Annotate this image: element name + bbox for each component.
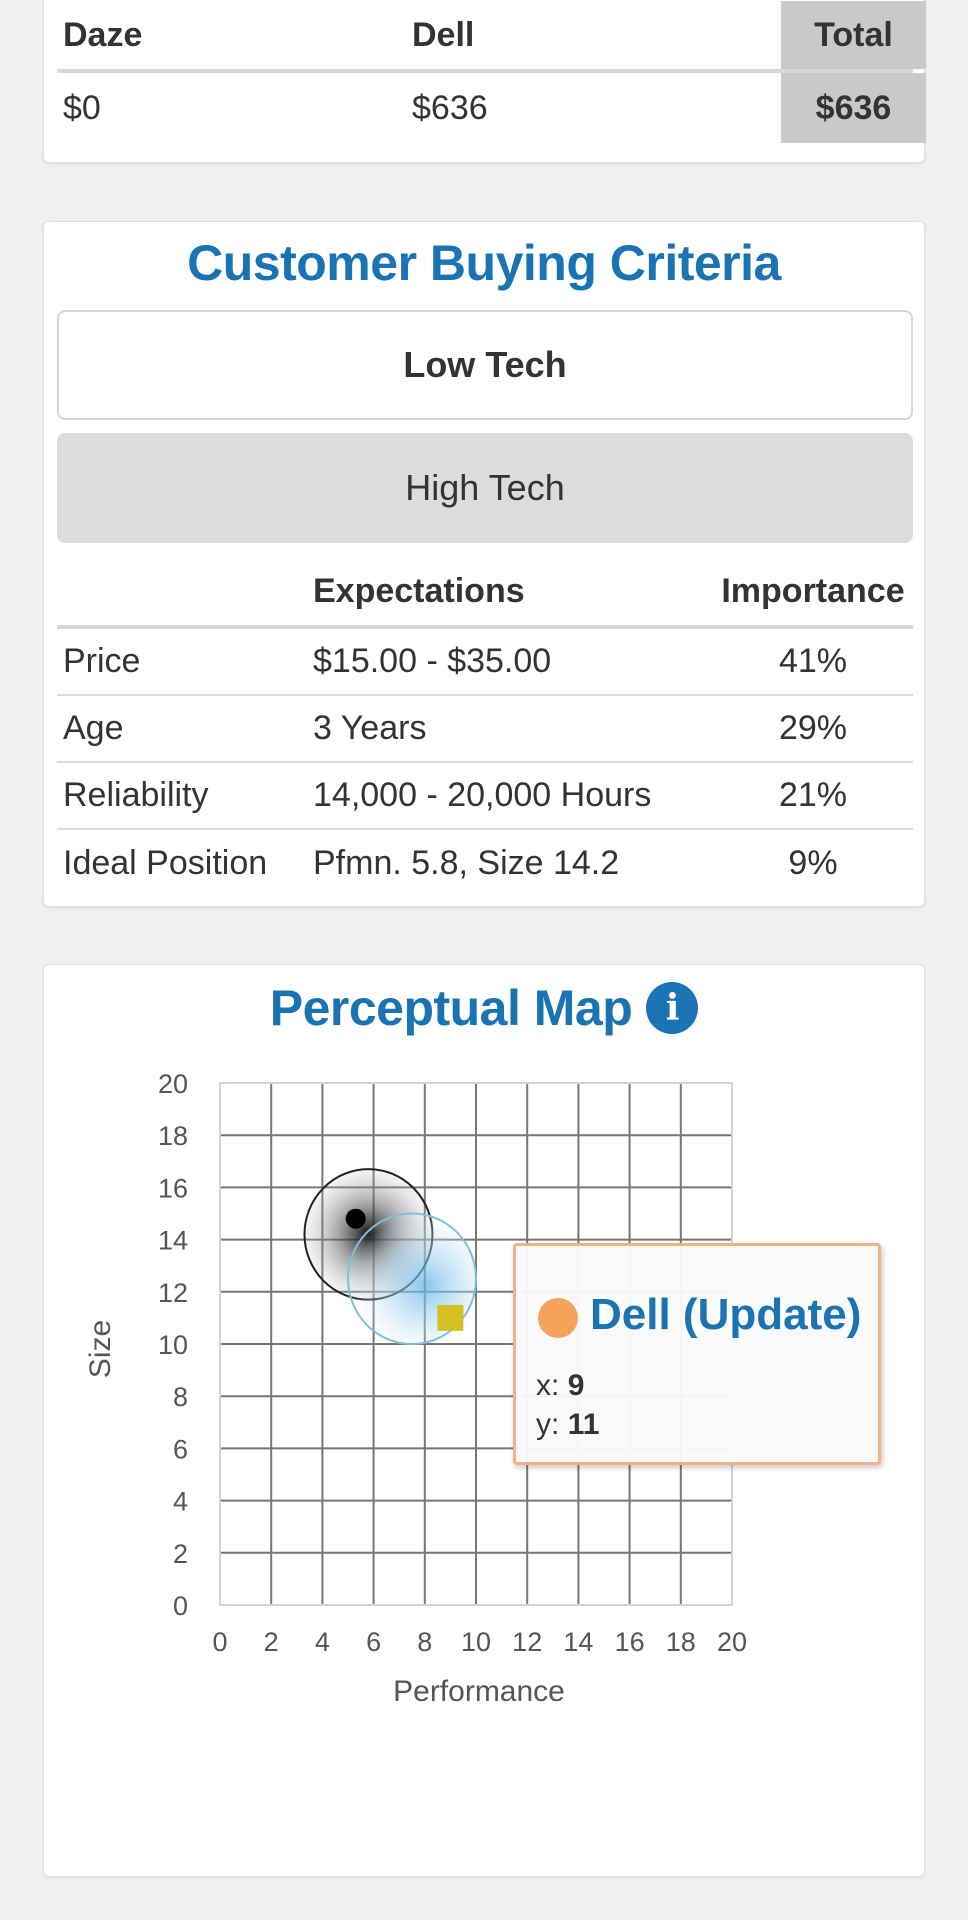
cbc-title: Customer Buying Criteria [187,235,781,291]
y-tick-label: 6 [173,1434,188,1464]
chart-labels: 0 2 4 6 8 10 12 14 16 18 20 0 2 4 6 8 10 12 14 16 18 20 Perfor… [84,1069,747,1708]
tooltip-y-label: y: [536,1408,560,1441]
criterion-importance: 9% [788,844,838,882]
x-tick-label: 8 [417,1627,432,1657]
y-tick-label: 0 [173,1591,188,1621]
x-tick-label: 2 [264,1627,279,1657]
x-tick-label: 0 [212,1627,227,1657]
criterion-label: Ideal Position [63,844,268,882]
criterion-expectation: 14,000 - 20,000 Hours [313,776,652,814]
y-tick-label: 20 [158,1069,188,1099]
segment-button-high-tech[interactable]: High Tech [57,433,913,543]
x-tick-label: 6 [366,1627,381,1657]
ideal-point [345,1208,366,1229]
y-tick-label: 4 [173,1487,188,1517]
criteria-row-age: Age 3 Years 29% [57,696,913,763]
tooltip-x: x: 9 [536,1369,584,1403]
x-tick-label: 4 [315,1627,330,1657]
criterion-label: Price [63,642,141,680]
y-tick-label: 18 [158,1121,188,1151]
product-point [437,1304,464,1331]
point-tooltip: Dell (Update) x: 9 y: 11 [513,1243,881,1465]
tooltip-y: y: 11 [536,1408,599,1442]
criterion-label: Age [63,709,124,747]
criterion-expectation: 3 Years [313,709,427,747]
criteria-row-ideal-position: Ideal Position Pfmn. 5.8, Size 14.2 9% [57,830,913,897]
criterion-importance: 29% [778,709,848,747]
x-tick-label: 20 [717,1627,747,1657]
criterion-importance: 41% [778,642,848,680]
tooltip-series-name: Dell (Update) [590,1290,862,1339]
x-tick-label: 18 [666,1627,696,1657]
tooltip-x-label: x: [536,1369,560,1402]
chart-marks [303,1168,477,1345]
header-daze: Daze [63,15,143,54]
criterion-expectation: Pfmn. 5.8, Size 14.2 [313,844,620,882]
segment-button-low-tech[interactable]: Low Tech [57,310,913,420]
criteria-row-price: Price $15.00 - $35.00 41% [57,629,913,696]
header-total: Total [781,1,926,69]
header-dell: Dell [412,15,475,54]
y-tick-label: 16 [158,1173,188,1203]
tooltip-y-value: 11 [567,1408,600,1441]
criteria-table: Expectations Importance Price $15.00 - $… [57,557,913,897]
criteria-header-row: Expectations Importance [57,557,913,629]
value-total: $636 [781,73,926,143]
totals-value-row: $0 $636 $636 [57,73,926,143]
x-tick-label: 16 [615,1627,645,1657]
x-tick-label: 12 [512,1627,542,1657]
y-tick-label: 10 [158,1330,188,1360]
y-tick-label: 14 [158,1226,188,1256]
value-dell: $636 [412,88,488,127]
y-tick-label: 12 [158,1278,188,1308]
tooltip-x-value: 9 [567,1369,585,1402]
y-tick-label: 2 [173,1539,188,1569]
perceptual-map-card: Perceptual Map i 0 2 4 6 8 10 12 14 16 18 20 0 2 4 6 8 1… [43,964,925,1877]
criteria-header-expectations: Expectations [313,571,525,610]
criterion-label: Reliability [63,776,209,814]
criterion-importance: 21% [778,776,848,814]
totals-table: Daze Dell Total $0 $636 $636 [57,1,926,143]
y-axis-title: Size [84,1320,117,1378]
y-tick-label: 8 [173,1382,188,1412]
x-tick-label: 14 [563,1627,593,1657]
criteria-row-reliability: Reliability 14,000 - 20,000 Hours 21% [57,763,913,830]
info-icon[interactable]: i [646,982,699,1034]
perceptual-map-header: Perceptual Map i [44,979,924,1037]
tooltip-series-dot [538,1298,578,1338]
value-daze: $0 [63,88,101,127]
customer-buying-criteria-card: Customer Buying Criteria Low Tech High T… [43,221,925,907]
criteria-header-importance: Importance [721,571,905,610]
x-axis-title: Performance [393,1675,565,1708]
product-totals-card: Daze Dell Total $0 $636 $636 [43,0,926,163]
totals-header-row: Daze Dell Total [57,1,926,73]
criterion-expectation: $15.00 - $35.00 [313,642,552,680]
perceptual-map-title: Perceptual Map [269,980,633,1036]
x-tick-label: 10 [461,1627,491,1657]
